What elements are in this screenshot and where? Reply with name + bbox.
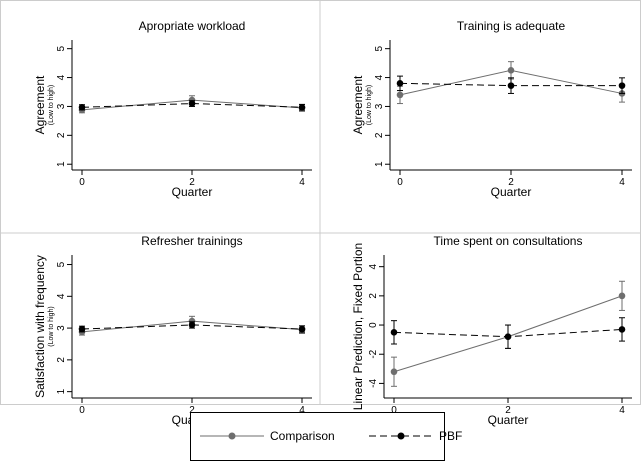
x-tick-label: 2 [505, 405, 511, 416]
x-tick-label: 4 [619, 405, 625, 416]
y-tick-label: 2 [56, 357, 67, 363]
y-tick-label: 2 [374, 132, 385, 138]
panel-title: Refresher trainings [141, 234, 242, 248]
x-tick-label: 4 [299, 177, 305, 188]
y-tick-label: 4 [374, 74, 385, 80]
y-axis-title: Linear Prediction, Fixed Portion [351, 243, 365, 410]
x-tick-label: 4 [619, 177, 625, 188]
y-tick-label: 4 [56, 74, 67, 80]
pbf-data-point [298, 104, 306, 111]
y-axis-title: Agreement [33, 75, 47, 134]
y-tick-label: 3 [56, 103, 67, 109]
x-tick-label: 0 [391, 405, 397, 416]
y-axis-subtitle: (Low to high) [48, 85, 55, 125]
y-tick-label: 5 [56, 45, 67, 51]
x-axis-title: Quarter [488, 413, 529, 427]
pbf-data-point [390, 329, 398, 336]
y-axis-title: Satisfaction with frequency [33, 255, 47, 398]
pbf-data-point [504, 333, 512, 341]
y-tick-label: 4 [56, 293, 67, 299]
y-axis-title: Agreement [351, 75, 365, 134]
x-axis-title: Quarter [172, 185, 213, 199]
pbf-data-point [618, 326, 626, 333]
x-tick-label: 0 [79, 405, 85, 416]
y-axis-subtitle: (Low to high) [48, 306, 55, 346]
x-tick-label: 2 [189, 405, 195, 416]
comparison-data-point [618, 292, 626, 300]
x-tick-label: 4 [299, 405, 305, 416]
x-tick-label: 2 [508, 177, 514, 188]
y-tick-label: 1 [56, 388, 67, 394]
x-tick-label: 0 [79, 177, 85, 188]
pbf-data-point [78, 325, 86, 333]
legend-label-pbf: PBF [439, 429, 462, 443]
comparison-data-point [396, 91, 404, 99]
y-tick-label: 1 [374, 161, 385, 167]
y-tick-label: 5 [374, 45, 385, 51]
legend-marker-pbf [397, 432, 405, 440]
y-axis-subtitle: (Low to high) [366, 85, 373, 125]
legend-marker-comparison [228, 432, 236, 440]
y-tick-label: 5 [56, 261, 67, 267]
y-tick-label: 3 [374, 103, 385, 109]
legend-label-comparison: Comparison [270, 429, 335, 443]
pbf-data-point [396, 80, 404, 87]
y-tick-label: 2 [368, 293, 379, 299]
y-tick-label: 0 [368, 322, 379, 328]
pbf-data-point [298, 325, 306, 333]
y-tick-label: 1 [56, 161, 67, 167]
comparison-data-point [507, 67, 515, 74]
pbf-data-point [188, 321, 196, 329]
y-tick-label: -2 [368, 349, 379, 358]
comparison-data-point [390, 368, 398, 376]
pbf-data-point [188, 100, 196, 107]
pbf-data-point [618, 82, 626, 89]
y-tick-label: 3 [56, 325, 67, 331]
x-axis-title: Quarter [491, 185, 532, 199]
panel-title: Apropriate workload [139, 19, 246, 33]
y-tick-label: 2 [56, 132, 67, 138]
pbf-data-point [507, 82, 515, 89]
x-tick-label: 0 [397, 177, 403, 188]
pbf-data-point [78, 104, 86, 111]
y-tick-label: 4 [368, 263, 379, 269]
panel-title: Training is adequate [457, 19, 566, 33]
y-tick-label: -4 [368, 379, 379, 388]
x-tick-label: 2 [189, 177, 195, 188]
panel-title: Time spent on consultations [434, 234, 583, 248]
